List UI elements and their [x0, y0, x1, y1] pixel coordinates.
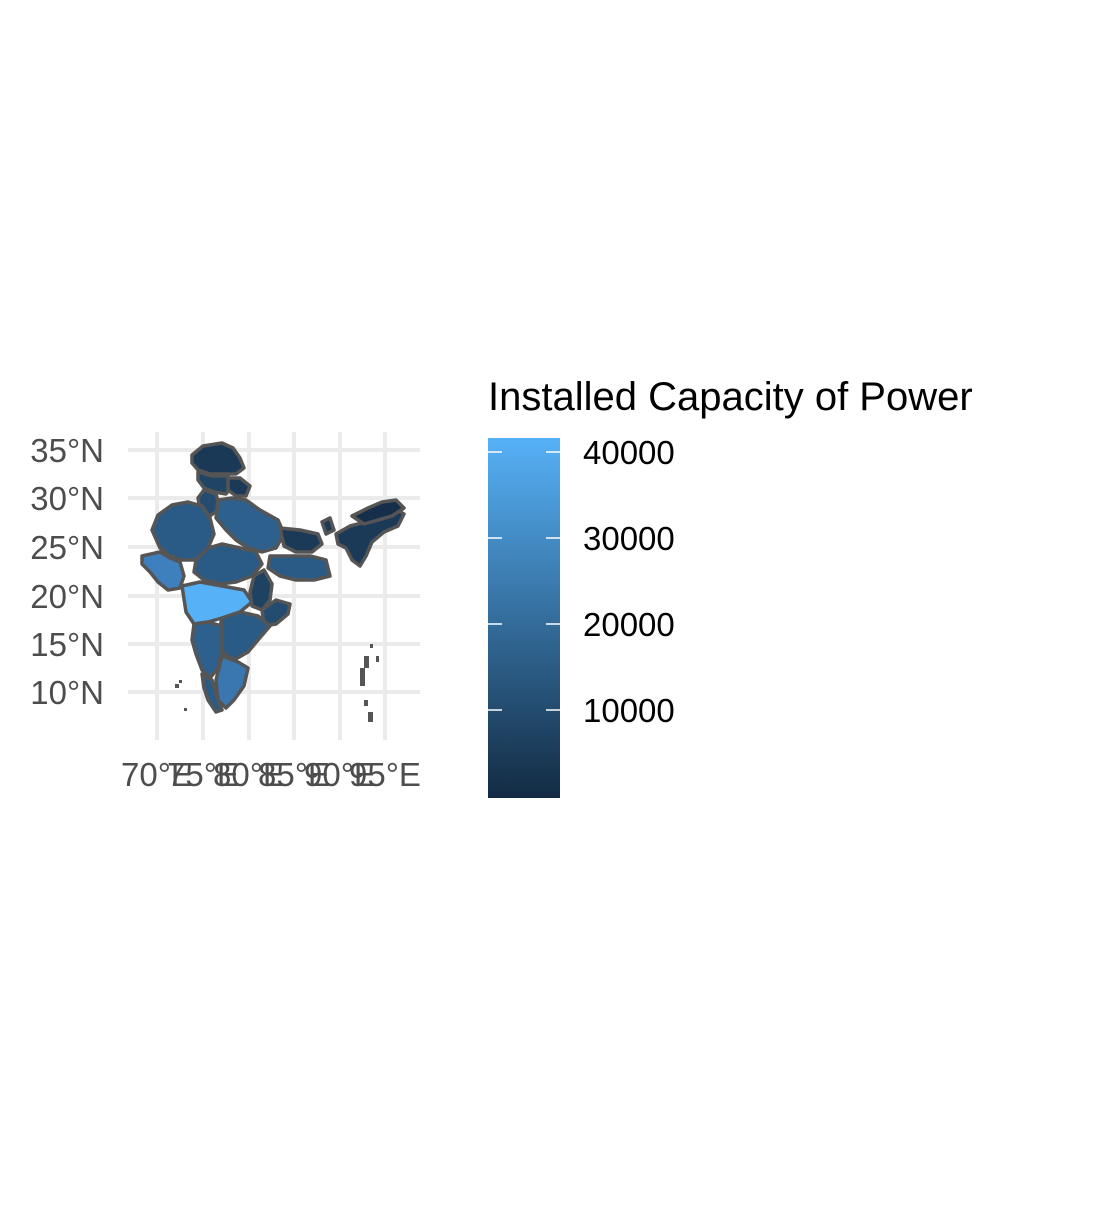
state-sikkim	[320, 516, 336, 536]
y-tick-label: 15°N	[30, 626, 104, 663]
state-bihar	[278, 526, 324, 554]
legend-tick-label: 40000	[583, 434, 675, 471]
x-tick-label: 70°E	[121, 756, 193, 793]
color-legend: Installed Capacity of Power 40000 30000 …	[488, 375, 973, 798]
state-uttar-pradesh	[214, 496, 286, 554]
state-madhya-pradesh	[192, 542, 264, 586]
y-axis-labels: 35°N 30°N 25°N 20°N 15°N 10°N	[30, 432, 104, 711]
andaman-nicobar-islands	[360, 644, 379, 722]
legend-tick-label: 20000	[583, 606, 675, 643]
y-tick-label: 25°N	[30, 529, 104, 566]
state-telangana-ap	[216, 610, 272, 662]
y-tick-label: 35°N	[30, 432, 104, 469]
state-karnataka	[190, 620, 224, 680]
state-himachal-punjab	[196, 470, 234, 496]
x-tick-label: 75°E	[167, 756, 239, 793]
lakshadweep-islands	[175, 680, 187, 711]
state-jharkhand-wb	[266, 554, 332, 582]
state-regions	[140, 441, 406, 714]
x-tick-label: 85°E	[258, 756, 330, 793]
x-axis-labels: 70°E 75°E 80°E 85°E 90°E 95°E	[121, 756, 421, 793]
x-tick-label: 80°E	[213, 756, 285, 793]
legend-title: Installed Capacity of Power	[488, 375, 973, 419]
state-arunachal	[350, 498, 406, 526]
state-uttarakhand	[226, 476, 252, 498]
legend-ticks	[488, 451, 560, 711]
legend-tick-label: 30000	[583, 520, 675, 557]
x-tick-label: 95°E	[349, 756, 421, 793]
state-kerala	[200, 672, 224, 714]
state-gujarat	[140, 550, 186, 592]
y-tick-label: 10°N	[30, 674, 104, 711]
y-tick-label: 30°N	[30, 480, 104, 517]
y-tick-label: 20°N	[30, 578, 104, 615]
legend-colorbar	[488, 438, 560, 798]
state-tamil-nadu	[214, 654, 250, 710]
state-jammu-kashmir	[190, 441, 246, 476]
legend-tick-label: 10000	[583, 692, 675, 729]
x-tick-label: 90°E	[304, 756, 376, 793]
